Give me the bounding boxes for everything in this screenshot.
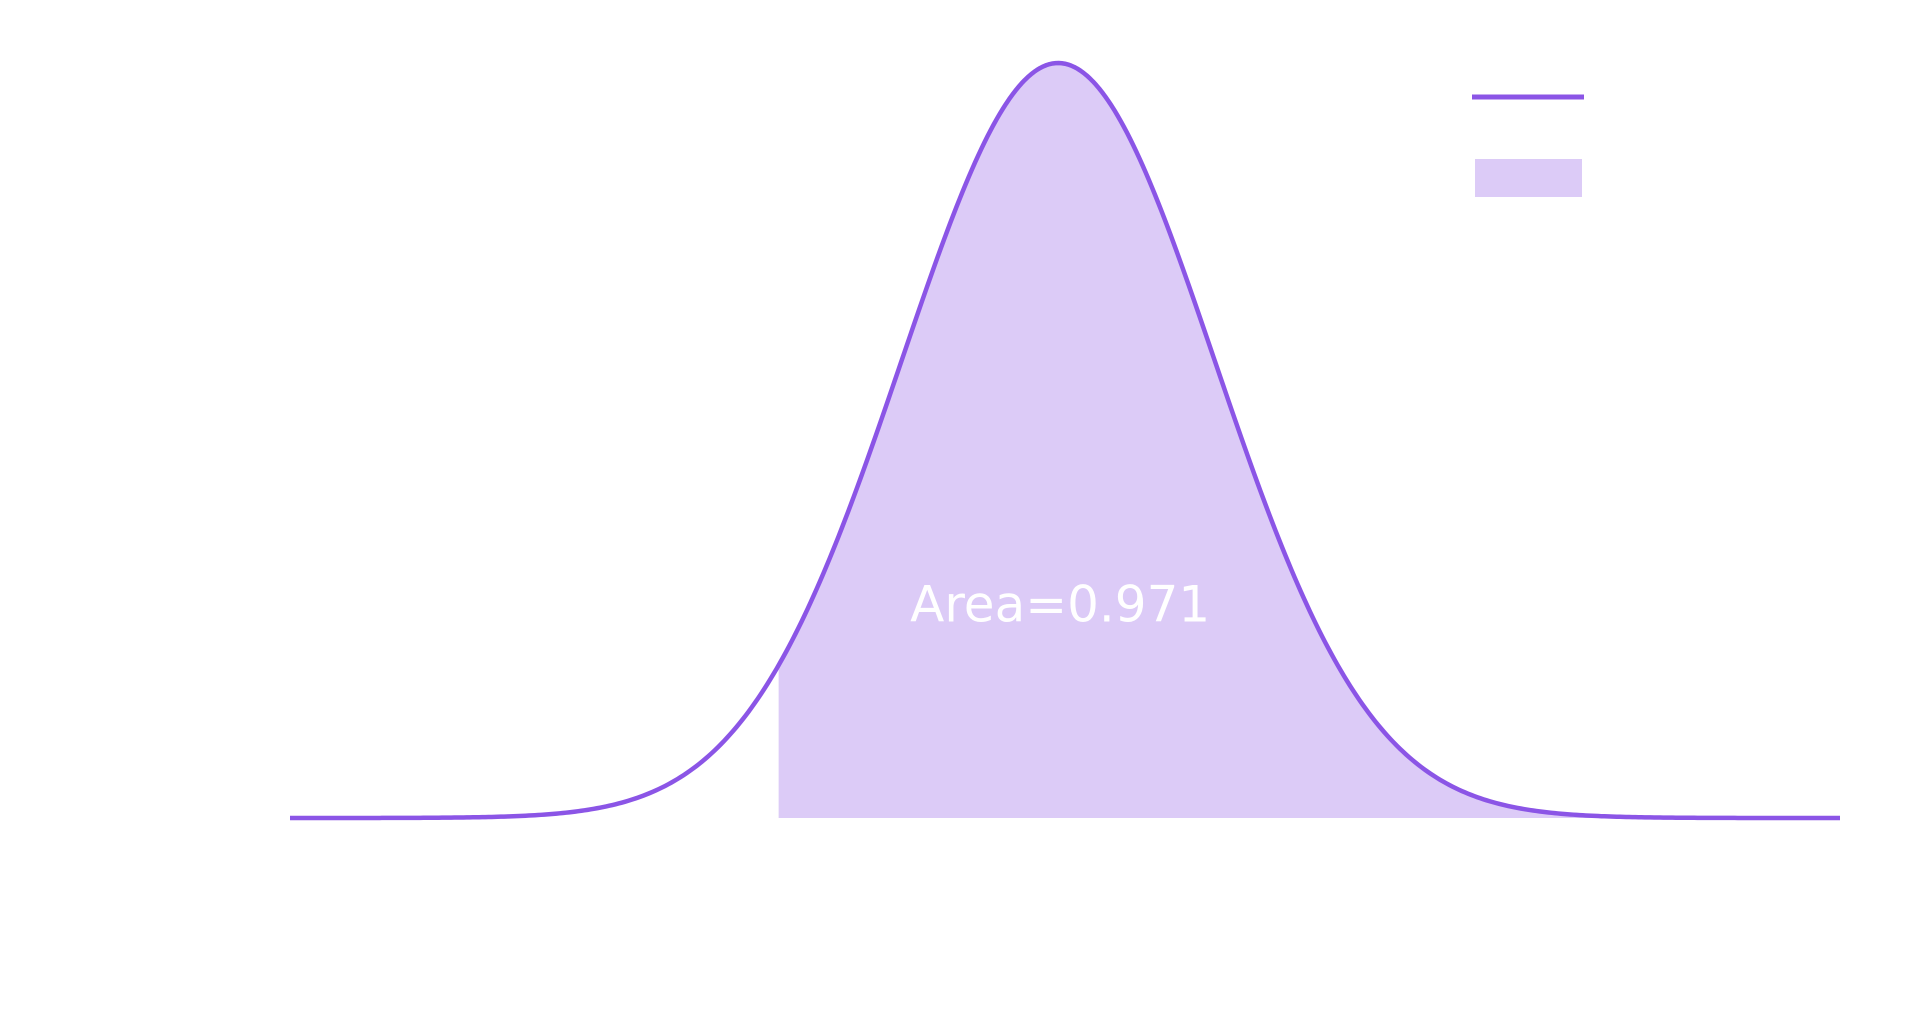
legend [1472, 94, 1584, 197]
annotation-layer: Area=0.971 [910, 576, 1210, 634]
legend-area-swatch [1475, 159, 1582, 197]
density-curve [290, 60, 1840, 821]
density-curve-layer [290, 60, 1840, 821]
area-annotation-label: Area=0.971 [910, 576, 1210, 634]
shaded-area-layer [778, 63, 1840, 818]
shaded-area [778, 63, 1840, 818]
